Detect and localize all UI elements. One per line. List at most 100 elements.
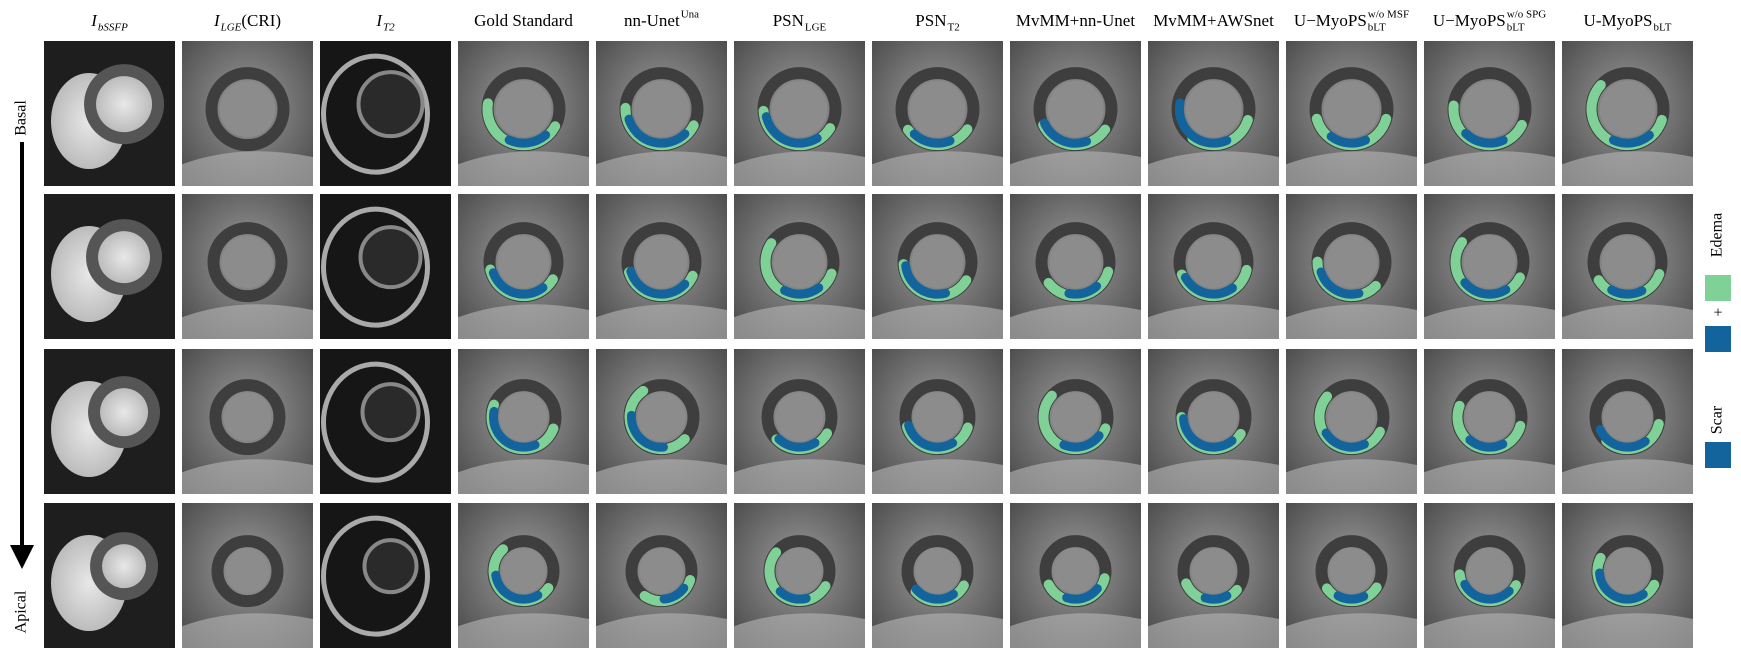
anatomy: [1010, 459, 1141, 494]
header-main: U−MyoPS: [1433, 11, 1506, 30]
ventricle: [495, 81, 552, 138]
legend-edema-label: Edema: [1709, 213, 1726, 257]
scar-region: [904, 420, 958, 452]
scar-region: [774, 434, 820, 452]
ventricle: [1601, 236, 1654, 289]
ventricle: [1049, 236, 1102, 289]
ventricle: [1047, 81, 1104, 138]
anatomy: [734, 151, 865, 186]
scar-region: [1039, 118, 1092, 148]
ventricle: [771, 81, 828, 138]
image-cell: [1286, 349, 1417, 494]
image-cell: [596, 194, 727, 339]
anatomy: [182, 613, 313, 648]
scar-region: [901, 261, 951, 299]
ventricle: [1189, 393, 1238, 442]
scar-region: [909, 129, 955, 148]
header-main: U-MyoPS: [1584, 11, 1653, 30]
image-cell: [182, 194, 313, 339]
scar-region: [489, 406, 540, 452]
anatomy: [321, 361, 430, 483]
myocardium: [205, 67, 290, 152]
image-cell: [872, 503, 1003, 648]
ventricle: [633, 81, 690, 138]
anatomy: [1010, 304, 1141, 339]
image-cell: [872, 349, 1003, 494]
anatomy: [458, 613, 589, 648]
header-sub: bSSFP: [98, 22, 128, 34]
image-cell: [734, 349, 865, 494]
legend-scar-label: Scar: [1709, 405, 1726, 434]
ventricle: [637, 393, 686, 442]
ventricle: [102, 544, 147, 589]
header-main: nn-Unet: [624, 11, 680, 30]
anatomy: [596, 151, 727, 186]
image-cell: [1148, 503, 1279, 648]
scar-region: [1465, 435, 1508, 452]
anatomy: [458, 151, 589, 186]
ventricle: [639, 549, 684, 594]
ventricle: [96, 76, 153, 133]
image-cell: [872, 41, 1003, 186]
ventricle: [1191, 549, 1236, 594]
ventricle: [635, 236, 688, 289]
scar-region: [1062, 584, 1102, 604]
column-header: MvMM+nn-Unet: [1016, 11, 1135, 30]
image-cell: [1562, 349, 1693, 494]
scar-region: [1333, 591, 1369, 604]
anatomy: [734, 304, 865, 339]
header-main: Gold Standard: [474, 11, 573, 30]
column-header: PSN LGE: [773, 11, 827, 34]
image-cell: [1148, 41, 1279, 186]
image-cell: [44, 503, 175, 648]
anatomy: [596, 613, 727, 648]
ventricle: [777, 549, 822, 594]
scar-region: [504, 130, 551, 148]
anatomy: [1424, 613, 1555, 648]
ventricle: [356, 70, 425, 139]
myocardium: [207, 222, 288, 303]
header-main: MvMM+AWSnet: [1153, 11, 1274, 30]
image-cell: [320, 503, 451, 648]
scar-region: [1321, 428, 1369, 452]
ventricle: [501, 549, 546, 594]
ventricle: [1461, 81, 1518, 138]
anatomy: [321, 53, 430, 175]
anatomy: [321, 206, 430, 328]
anatomy: [1562, 459, 1693, 494]
image-cell: [1010, 194, 1141, 339]
header-main: I: [213, 11, 221, 30]
column-header: PSN T2: [915, 11, 959, 34]
ventricle: [1187, 236, 1240, 289]
image-cell: [1424, 41, 1555, 186]
image-cell: [596, 349, 727, 494]
scar-region: [1607, 285, 1647, 299]
legend-plus: +: [1713, 305, 1722, 322]
image-cell: [44, 41, 175, 186]
header-sub: bLT: [1654, 22, 1672, 34]
image-cell: [1286, 194, 1417, 339]
image-cell: [458, 41, 589, 186]
scar-region: [1460, 579, 1514, 604]
header-main: U−MyoPS: [1294, 11, 1367, 30]
anatomy: [1148, 151, 1279, 186]
image-cell: [182, 349, 313, 494]
scar-region: [1609, 130, 1654, 148]
header-sub: LGE: [805, 22, 827, 34]
ventricle: [358, 225, 423, 290]
image-cell: [872, 194, 1003, 339]
image-cell: [734, 194, 865, 339]
anatomy: [1010, 613, 1141, 648]
ventricle: [1599, 81, 1656, 138]
anatomy: [1010, 151, 1141, 186]
scar-region: [1326, 131, 1371, 148]
scar-region: [1179, 414, 1237, 452]
image-cell: [320, 41, 451, 186]
anatomy: [458, 304, 589, 339]
ventricle: [1325, 236, 1378, 289]
anatomy: [1424, 459, 1555, 494]
